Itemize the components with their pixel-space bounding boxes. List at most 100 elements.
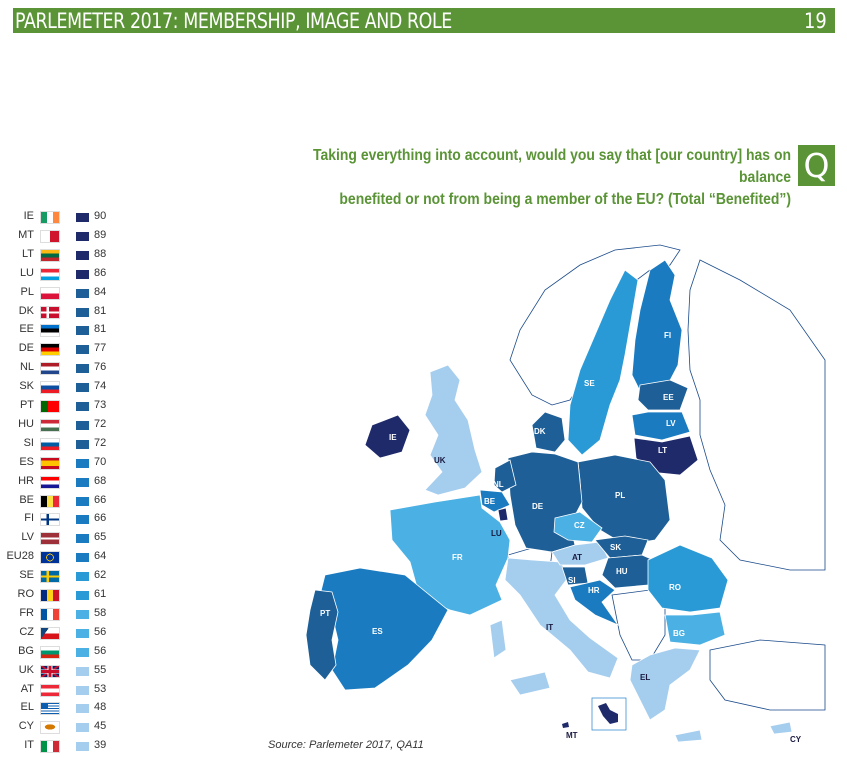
map-label-hr: HR <box>588 586 600 595</box>
country-sk <box>594 535 649 559</box>
country-fr <box>389 494 511 616</box>
flag-sk-icon <box>40 381 60 395</box>
legend-value: 58 <box>94 606 107 619</box>
map-label-ee: EE <box>663 393 674 402</box>
legend-value: 61 <box>94 588 107 600</box>
flag-mt-icon <box>40 229 60 243</box>
legend-country-code: SK <box>19 380 34 393</box>
map-label-dk: DK <box>534 427 546 436</box>
legend-value: 53 <box>94 682 107 695</box>
legend-row-dk: DK 81 <box>0 303 120 322</box>
legend-color-swatch <box>76 383 89 393</box>
country-fi <box>631 259 683 396</box>
flag-si-icon <box>40 437 60 451</box>
legend-color-swatch <box>76 704 89 714</box>
non-eu-land-turkey <box>709 639 826 711</box>
legend-country-code: DK <box>18 304 34 317</box>
country-hr <box>569 579 620 626</box>
country-se <box>567 269 639 456</box>
legend-color-swatch <box>76 647 89 657</box>
flag-lt-icon <box>40 248 60 262</box>
legend-country-code: PL <box>20 285 34 298</box>
flag-de-icon <box>40 343 60 357</box>
legend-row-mt: MT 89 <box>0 227 120 246</box>
legend-country-code: FR <box>19 606 34 619</box>
legend-row-se: SE 62 <box>0 567 120 586</box>
legend-row-es: ES 70 <box>0 454 120 473</box>
map-label-el: EL <box>640 673 650 682</box>
legend-row-pl: PL 84 <box>0 284 120 303</box>
legend-country-code: BE <box>19 493 34 506</box>
legend-row-sk: SK 74 <box>0 378 120 397</box>
non-eu-land-east <box>687 259 826 571</box>
legend-color-swatch <box>76 458 89 468</box>
map-label-uk: UK <box>434 456 446 465</box>
legend-country-code: LV <box>21 531 34 544</box>
map-label-lt: LT <box>658 446 667 455</box>
legend-value: 84 <box>94 285 107 298</box>
legend-country-code: IE <box>23 210 34 222</box>
map-label-nl: NL <box>493 480 504 489</box>
country-be <box>479 489 511 513</box>
legend-row-nl: NL 76 <box>0 359 120 378</box>
legend-color-swatch <box>76 250 89 260</box>
legend-color-swatch <box>76 742 89 752</box>
map-label-pt: PT <box>320 609 330 618</box>
country-mt <box>562 722 569 728</box>
legend-value: 39 <box>94 739 107 752</box>
map-label-be: BE <box>484 497 496 506</box>
question-text: Taking everything into account, would yo… <box>287 145 791 211</box>
legend-row-cy: CY 45 <box>0 718 120 737</box>
legend-value: 81 <box>94 304 107 317</box>
flag-cy-icon <box>40 721 60 735</box>
country-lu <box>497 507 509 522</box>
legend-value: 68 <box>94 474 107 487</box>
legend-value: 56 <box>94 644 107 657</box>
legend-country-code: ES <box>19 455 34 468</box>
flag-eu28-icon <box>40 551 60 565</box>
legend-row-ro: RO 61 <box>0 586 120 605</box>
legend-row-hr: HR 68 <box>0 473 120 492</box>
map-label-at: AT <box>572 553 582 562</box>
legend-row-lu: LU 86 <box>0 265 120 284</box>
legend-value: 66 <box>94 512 107 525</box>
country-ie <box>364 414 411 459</box>
map-label-lu: LU <box>491 529 502 538</box>
flag-ee-icon <box>40 324 60 338</box>
legend-value: 72 <box>94 436 107 449</box>
legend-row-cz: CZ 56 <box>0 624 120 643</box>
legend-color-swatch <box>76 213 89 222</box>
source-note: Source: Parlemeter 2017, QA11 <box>268 739 424 751</box>
legend-row-de: DE 77 <box>0 340 120 359</box>
legend-color-swatch <box>76 572 89 582</box>
legend-country-code: EE <box>19 323 34 336</box>
legend-color-swatch <box>76 477 89 487</box>
map-label-lv: LV <box>666 419 676 428</box>
legend-color-swatch <box>76 666 89 676</box>
legend-color-swatch <box>76 364 89 374</box>
flag-lv-icon <box>40 532 60 546</box>
country-lv <box>631 411 691 441</box>
legend-value: 45 <box>94 720 107 733</box>
legend-color-swatch <box>76 496 89 506</box>
legend-value: 88 <box>94 247 107 260</box>
map-label-se: SE <box>584 379 595 388</box>
map-label-de: DE <box>532 502 544 511</box>
legend-color-swatch <box>76 288 89 298</box>
legend-value: 66 <box>94 493 107 506</box>
malta-inset-box <box>591 697 627 731</box>
legend-value: 56 <box>94 625 107 638</box>
legend-row-lt: LT 88 <box>0 246 120 265</box>
europe-choropleth-map: FI SE EE LV LT DK PL DE NL BE LU UK IE F… <box>305 244 826 744</box>
country-ee <box>637 379 689 411</box>
legend-country-code: HR <box>18 474 34 487</box>
malta-inset-shape <box>598 703 618 724</box>
legend-country-code: LU <box>19 266 34 279</box>
country-el <box>629 647 703 743</box>
map-label-mt: MT <box>566 731 578 740</box>
legend-value: 48 <box>94 701 107 714</box>
legend-row-at: AT 53 <box>0 681 120 700</box>
country-it <box>489 557 619 696</box>
flag-pt-icon <box>40 400 60 413</box>
country-dk <box>531 411 566 453</box>
